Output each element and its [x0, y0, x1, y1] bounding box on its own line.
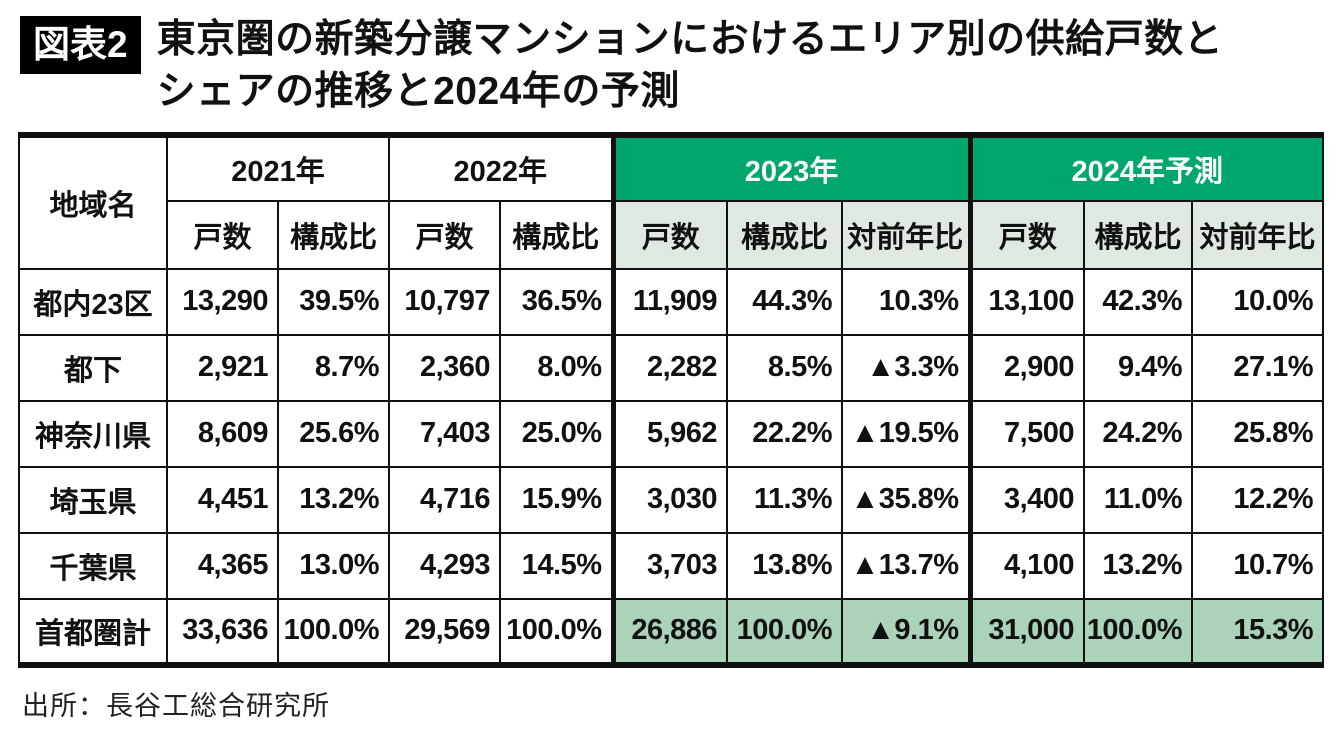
value-cell: 4,100	[967, 531, 1086, 600]
figure-title-line1: 東京圏の新築分譲マンションにおけるエリア別の供給戸数と	[156, 18, 1224, 61]
value-cell: 11.0%	[1083, 465, 1194, 534]
value-cell: 10.0%	[1191, 267, 1325, 336]
value-cell: 9.4%	[1083, 333, 1194, 402]
value-cell: 29,569	[388, 597, 502, 666]
value-cell: 26,886	[610, 597, 729, 666]
figure-header: 図表2 東京圏の新築分譲マンションにおけるエリア別の供給戸数と シェアの推移と2…	[0, 0, 1340, 118]
year-header-row: 地域名 2021年 2022年 2023年 2024年予測	[18, 133, 1325, 270]
table-head: 地域名 2021年 2022年 2023年 2024年予測 戸数 構成比 戸数 …	[18, 133, 1325, 270]
value-cell: ▲19.5%	[841, 399, 972, 468]
table-row: 都内23区 13,290 39.5% 10,797 36.5% 11,909 44.3% 10…	[18, 267, 1325, 336]
region-label: 都下	[18, 333, 168, 402]
value-cell: 42.3%	[1083, 267, 1194, 336]
value-cell: 33,636	[166, 597, 279, 666]
value-cell: 3,703	[610, 531, 729, 600]
value-cell: 3,030	[610, 465, 729, 534]
value-cell: 12.2%	[1191, 465, 1325, 534]
value-cell: 13.8%	[726, 531, 844, 600]
table-row: 都下 2,921 8.7% 2,360 8.0% 2,282 8.5% ▲3.3% 2,900 9…	[18, 333, 1325, 402]
value-cell: 10,797	[388, 267, 502, 336]
value-cell: 25.0%	[499, 399, 615, 468]
value-cell: 13,100	[967, 267, 1086, 336]
value-cell: 4,451	[166, 465, 279, 534]
value-cell: 13.0%	[276, 531, 391, 600]
value-cell: ▲35.8%	[841, 465, 972, 534]
value-cell: 11.3%	[726, 465, 844, 534]
value-cell: ▲3.3%	[841, 333, 972, 402]
col-header-yoy: 対前年比	[1191, 199, 1325, 270]
col-header-units: 戸数	[967, 199, 1086, 270]
value-cell: 15.3%	[1191, 597, 1325, 666]
value-cell: 2,921	[166, 333, 279, 402]
value-cell: 31,000	[967, 597, 1086, 666]
value-cell: 39.5%	[276, 267, 391, 336]
col-header-share: 構成比	[1083, 199, 1194, 270]
table-row: 千葉県 4,365 13.0% 4,293 14.5% 3,703 13.8% ▲13.7% 4…	[18, 531, 1325, 600]
col-header-share: 構成比	[726, 199, 844, 270]
supply-table-wrapper: 地域名 2021年 2022年 2023年 2024年予測 戸数 構成比 戸数 …	[18, 131, 1325, 668]
value-cell: 3,400	[967, 465, 1086, 534]
value-cell: 22.2%	[726, 399, 844, 468]
value-cell: 25.6%	[276, 399, 391, 468]
value-cell: 25.8%	[1191, 399, 1325, 468]
region-label: 神奈川県	[18, 399, 168, 468]
figure-title: 東京圏の新築分譲マンションにおけるエリア別の供給戸数と シェアの推移と2024年…	[157, 14, 1224, 118]
value-cell: 24.2%	[1083, 399, 1194, 468]
value-cell: ▲9.1%	[841, 597, 972, 666]
supply-table: 地域名 2021年 2022年 2023年 2024年予測 戸数 構成比 戸数 …	[18, 131, 1325, 668]
col-header-units: 戸数	[610, 199, 729, 270]
value-cell: 5,962	[610, 399, 729, 468]
value-cell: ▲13.7%	[841, 531, 972, 600]
value-cell: 10.7%	[1191, 531, 1325, 600]
value-cell: 27.1%	[1191, 333, 1325, 402]
value-cell: 8.5%	[726, 333, 844, 402]
value-cell: 15.9%	[499, 465, 615, 534]
region-label: 首都圏計	[18, 597, 168, 666]
value-cell: 13,290	[166, 267, 279, 336]
value-cell: 2,360	[388, 333, 502, 402]
source-note: 出所：長谷工総合研究所	[22, 690, 330, 721]
value-cell: 4,716	[388, 465, 502, 534]
table-row: 埼玉県 4,451 13.2% 4,716 15.9% 3,030 11.3% ▲35.8% 3…	[18, 465, 1325, 534]
value-cell: 7,500	[967, 399, 1086, 468]
value-cell: 7,403	[388, 399, 502, 468]
group-header-2023: 2023年	[610, 133, 972, 202]
value-cell: 4,365	[166, 531, 279, 600]
value-cell: 100.0%	[499, 597, 615, 666]
value-cell: 8.7%	[276, 333, 391, 402]
group-header-2024-forecast: 2024年予測	[967, 133, 1325, 202]
value-cell: 100.0%	[1083, 597, 1194, 666]
table-row-total: 首都圏計 33,636 100.0% 29,569 100.0% 26,886 100.0%…	[18, 597, 1325, 666]
col-header-yoy: 対前年比	[841, 199, 972, 270]
region-label: 埼玉県	[18, 465, 168, 534]
value-cell: 13.2%	[276, 465, 391, 534]
value-cell: 8.0%	[499, 333, 615, 402]
value-cell: 36.5%	[499, 267, 615, 336]
col-header-units: 戸数	[388, 199, 502, 270]
table-row: 神奈川県 8,609 25.6% 7,403 25.0% 5,962 22.2% ▲19.5%…	[18, 399, 1325, 468]
figure-badge: 図表2	[20, 16, 141, 74]
value-cell: 11,909	[610, 267, 729, 336]
col-header-share: 構成比	[276, 199, 391, 270]
value-cell: 2,282	[610, 333, 729, 402]
value-cell: 8,609	[166, 399, 279, 468]
col-header-share: 構成比	[499, 199, 615, 270]
value-cell: 2,900	[967, 333, 1086, 402]
group-header-2021: 2021年	[165, 133, 391, 202]
region-label: 千葉県	[18, 531, 168, 600]
value-cell: 14.5%	[499, 531, 615, 600]
value-cell: 4,293	[388, 531, 502, 600]
value-cell: 44.3%	[726, 267, 844, 336]
col-header-units: 戸数	[166, 199, 279, 270]
sub-header-row: 戸数 構成比 戸数 構成比 戸数 構成比 対前年比 戸数 構成比 対前年比	[19, 199, 1325, 270]
table-body: 都内23区 13,290 39.5% 10,797 36.5% 11,909 44.3% 10…	[18, 267, 1325, 666]
value-cell: 13.2%	[1083, 531, 1194, 600]
value-cell: 100.0%	[276, 597, 391, 666]
value-cell: 10.3%	[841, 267, 972, 336]
figure-title-line2: シェアの推移と2024年の予測	[156, 69, 680, 113]
group-header-2022: 2022年	[388, 133, 615, 202]
region-label: 都内23区	[18, 267, 168, 336]
value-cell: 100.0%	[726, 597, 844, 666]
region-column-header: 地域名	[18, 133, 168, 270]
